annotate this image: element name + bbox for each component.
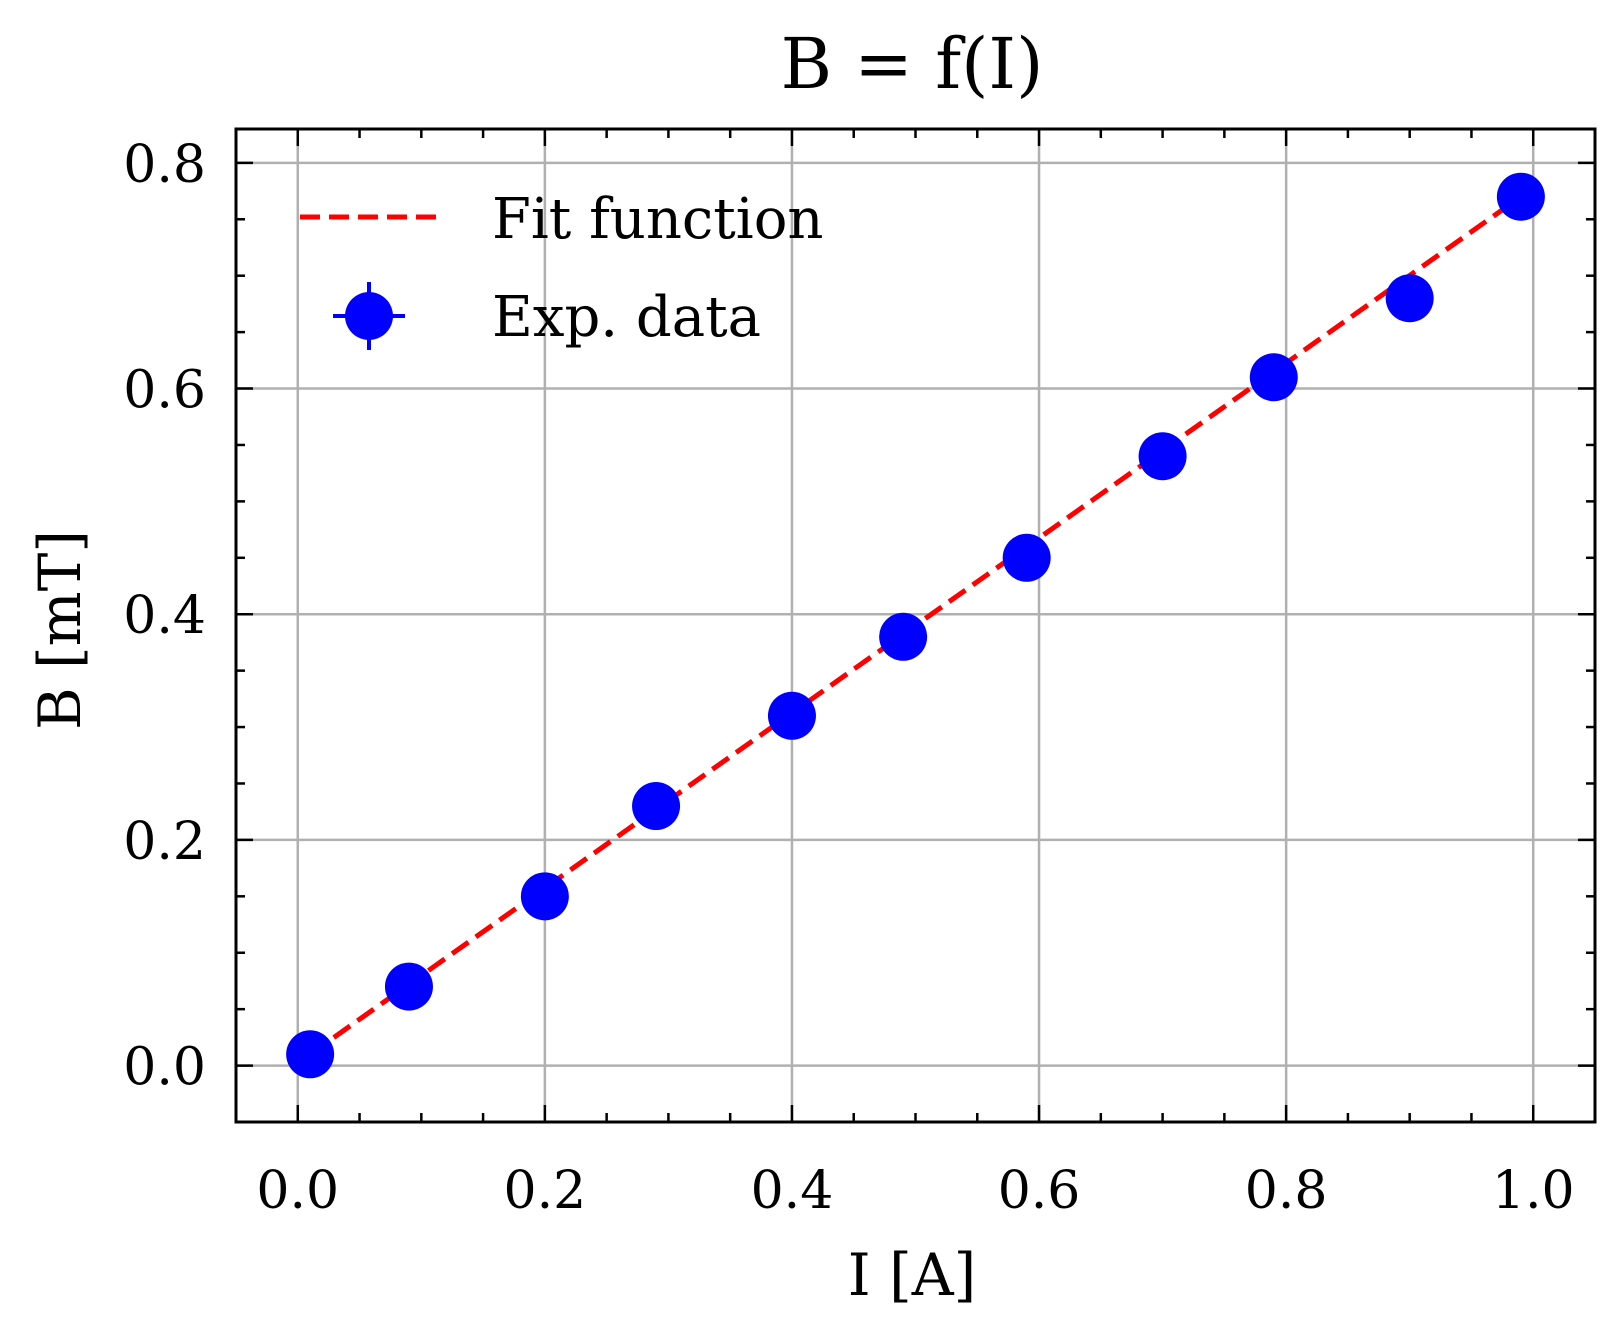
data-point: [1002, 533, 1051, 582]
legend-data-label: Exp. data: [492, 285, 761, 350]
legend: Fit function Exp. data: [300, 187, 824, 350]
plot-series: [286, 172, 1545, 1079]
grid: [236, 129, 1595, 1122]
x-tick-label: 0.6: [998, 1161, 1081, 1221]
y-tick-label: 0.2: [123, 812, 206, 872]
y-tick-label: 0.4: [123, 586, 206, 646]
plot-frame: [234, 127, 1597, 1124]
x-tick-label: 0.0: [256, 1161, 339, 1221]
data-point: [1496, 172, 1545, 221]
y-tick-label: 0.0: [123, 1038, 206, 1098]
x-tick-label: 1.0: [1492, 1161, 1575, 1221]
x-tick-label: 0.8: [1245, 1161, 1328, 1221]
data-point: [1385, 274, 1434, 323]
tick-labels: 0.0 0.2 0.4 0.6 0.8 1.0 0.0 0.2 0.4 0.6 0.8: [123, 135, 1574, 1221]
legend-data-swatch: [333, 282, 405, 350]
data-point: [767, 691, 816, 740]
data-point: [1249, 353, 1298, 402]
x-tick-label: 0.4: [751, 1161, 834, 1221]
data-point: [384, 962, 433, 1011]
x-axis-label: I [A]: [848, 1241, 977, 1309]
chart-title: B = f(I): [781, 23, 1044, 105]
legend-fit-label: Fit function: [492, 187, 824, 252]
y-tick-label: 0.8: [123, 135, 206, 195]
data-point: [286, 1030, 335, 1079]
data-point: [520, 872, 569, 921]
y-axis-label: B [mT]: [26, 530, 94, 730]
data-point: [879, 612, 928, 661]
x-tick-label: 0.2: [504, 1161, 587, 1221]
data-point: [1138, 432, 1187, 481]
y-tick-label: 0.6: [123, 361, 206, 421]
data-point: [632, 782, 681, 831]
